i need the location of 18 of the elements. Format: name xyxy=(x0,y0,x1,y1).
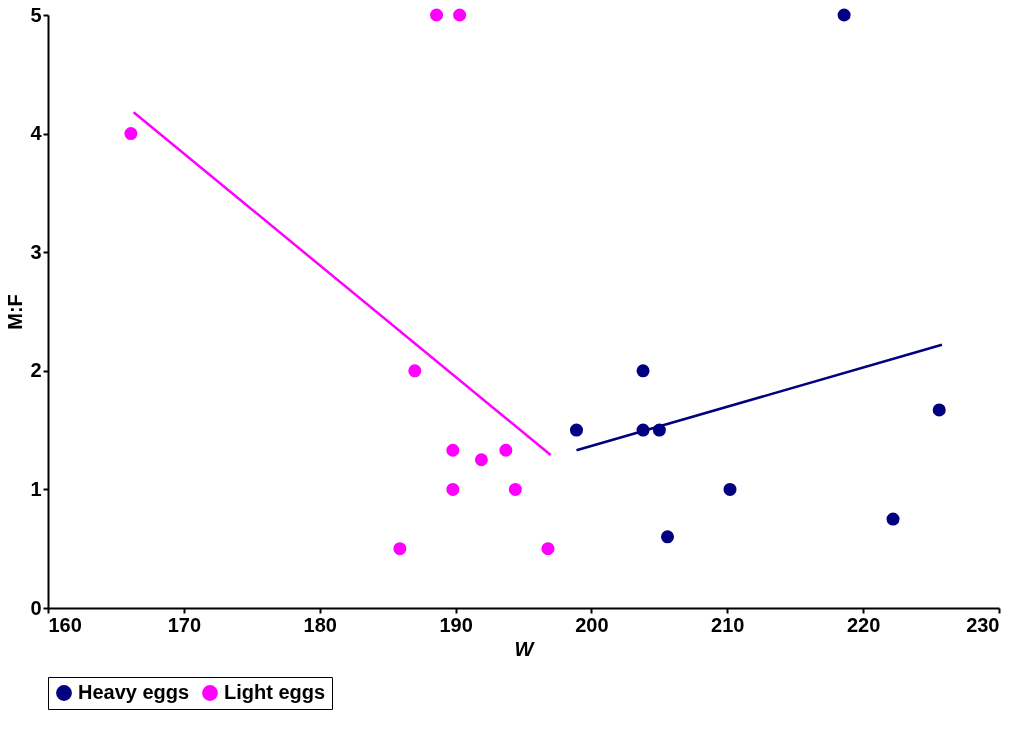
y-tick-label: 5 xyxy=(30,3,42,26)
y-tick-label: 4 xyxy=(30,122,43,145)
y-tick-label: 1 xyxy=(30,477,42,500)
x-tick-label: 160 xyxy=(48,613,82,636)
legend-label: Heavy eggs xyxy=(78,681,190,703)
x-axis-title: W xyxy=(514,637,536,660)
x-tick-label: 180 xyxy=(303,613,337,636)
y-tick-label: 0 xyxy=(30,596,42,619)
x-tick-label: 230 xyxy=(966,613,1000,636)
x-tick-label: 220 xyxy=(846,613,881,636)
x-tick-label: 190 xyxy=(439,613,473,636)
x-tick-label: 210 xyxy=(711,613,745,636)
x-tick-label: 200 xyxy=(575,613,609,636)
y-tick-label: 2 xyxy=(30,359,42,382)
y-axis-title: M:F xyxy=(4,294,27,330)
y-tick-label: 3 xyxy=(30,240,42,263)
legend-label: Light eggs xyxy=(224,681,326,703)
x-tick-label: 170 xyxy=(167,613,202,636)
